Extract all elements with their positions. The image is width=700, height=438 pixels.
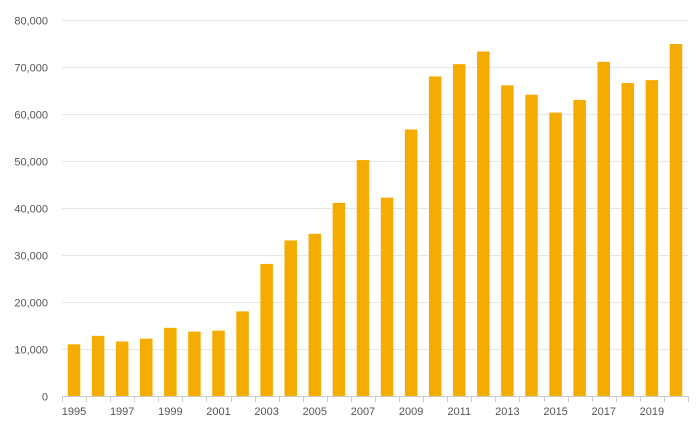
bar-2014 [525,94,538,396]
bar-2007 [356,160,370,396]
y-tick-label: 10,000 [14,345,48,357]
bar-2003 [260,263,273,396]
y-tick-label: 20,000 [14,298,48,310]
x-tick-label: 2009 [399,406,423,418]
bar-2008 [380,197,394,396]
x-tick-label: 2001 [206,406,230,418]
bar-2011 [453,64,466,397]
y-tick-label: 30,000 [14,251,48,263]
y-tick-label: 40,000 [14,204,48,216]
y-tick-label: 0 [42,392,48,404]
bar-2005 [308,233,322,396]
y-tick-label: 60,000 [14,110,48,122]
bar-2016 [573,99,586,397]
bar-2006 [332,202,346,396]
bar-1996 [91,335,105,396]
x-tick-label: 2011 [447,406,471,418]
bar-2001 [212,330,225,396]
x-tick-label: 1999 [158,406,182,418]
gridlines [62,20,688,350]
bar-2010 [428,76,442,397]
bar-1998 [140,338,153,396]
y-axis-tick-labels: 0 10,000 20,000 30,000 40,000 50,000 60,000 70,… [14,16,48,404]
x-tick-label: 1997 [110,406,134,418]
x-tick-label: 2013 [495,406,519,418]
bar-2017 [597,61,610,396]
y-tick-label: 50,000 [14,157,48,169]
bar-1995 [67,344,81,396]
y-tick-label: 70,000 [14,63,48,75]
x-tick-label: 2019 [640,406,664,418]
bar-2002 [236,311,249,396]
x-tick-label: 2017 [591,406,615,418]
bar-2012 [477,51,490,397]
y-tick-label: 80,000 [14,16,48,28]
bar-2018 [621,82,635,396]
bars [67,43,683,397]
bar-2004 [284,240,297,396]
bar-2000 [188,331,201,396]
bar-1999 [164,327,177,396]
bar-2019 [645,80,659,396]
bar-2013 [501,85,514,396]
bar-1997 [115,341,129,396]
x-tick-label: 2015 [543,406,567,418]
bar-2015 [549,112,562,396]
bar-2009 [404,129,418,396]
x-tick-label: 1995 [62,406,86,418]
x-axis: 1995 1997 1999 2001 2003 2005 2007 2009 2011 2013… [62,396,689,418]
bar-2020 [669,43,683,396]
x-tick-label: 2007 [351,406,375,418]
x-tick-label: 2003 [254,406,278,418]
x-tick-label: 2005 [303,406,327,418]
